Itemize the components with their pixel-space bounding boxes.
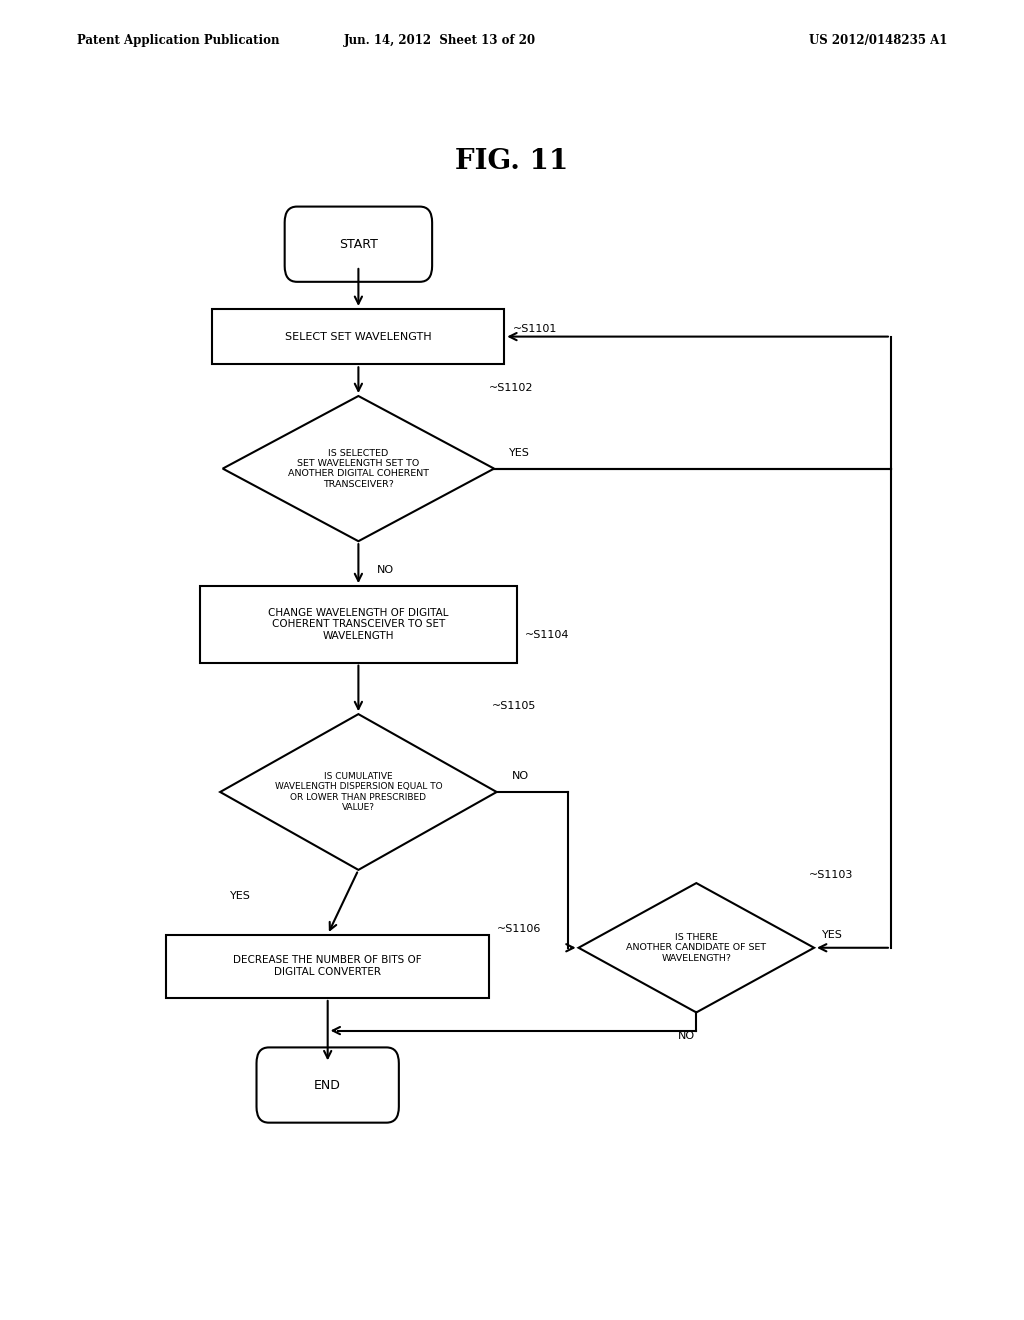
FancyBboxPatch shape	[256, 1048, 399, 1122]
Text: START: START	[339, 238, 378, 251]
Text: ~S1106: ~S1106	[498, 924, 542, 935]
Text: CHANGE WAVELENGTH OF DIGITAL
COHERENT TRANSCEIVER TO SET
WAVELENGTH: CHANGE WAVELENGTH OF DIGITAL COHERENT TR…	[268, 607, 449, 642]
Bar	[213, 309, 504, 364]
Text: END: END	[314, 1078, 341, 1092]
Text: NO: NO	[377, 565, 394, 576]
Text: NO: NO	[512, 771, 529, 781]
Text: ~S1102: ~S1102	[489, 383, 534, 393]
Bar	[166, 935, 489, 998]
Text: ~S1104: ~S1104	[525, 630, 569, 640]
Polygon shape	[579, 883, 814, 1012]
Bar	[200, 586, 517, 663]
Text: YES: YES	[822, 929, 843, 940]
Text: YES: YES	[230, 891, 251, 902]
Text: IS THERE
ANOTHER CANDIDATE OF SET
WAVELENGTH?: IS THERE ANOTHER CANDIDATE OF SET WAVELE…	[627, 933, 766, 962]
Text: YES: YES	[510, 447, 530, 458]
Text: IS CUMULATIVE
WAVELENGTH DISPERSION EQUAL TO
OR LOWER THAN PRESCRIBED
VALUE?: IS CUMULATIVE WAVELENGTH DISPERSION EQUA…	[274, 772, 442, 812]
Text: SELECT SET WAVELENGTH: SELECT SET WAVELENGTH	[285, 331, 432, 342]
FancyBboxPatch shape	[285, 206, 432, 281]
Text: US 2012/0148235 A1: US 2012/0148235 A1	[809, 34, 947, 48]
Text: FIG. 11: FIG. 11	[456, 148, 568, 174]
Polygon shape	[222, 396, 494, 541]
Text: Patent Application Publication: Patent Application Publication	[77, 34, 280, 48]
Text: Jun. 14, 2012  Sheet 13 of 20: Jun. 14, 2012 Sheet 13 of 20	[344, 34, 537, 48]
Text: DECREASE THE NUMBER OF BITS OF
DIGITAL CONVERTER: DECREASE THE NUMBER OF BITS OF DIGITAL C…	[233, 956, 422, 977]
Text: NO: NO	[678, 1031, 694, 1041]
Text: ~S1103: ~S1103	[809, 870, 853, 880]
Polygon shape	[220, 714, 497, 870]
Text: ~S1101: ~S1101	[512, 323, 557, 334]
Text: IS SELECTED
SET WAVELENGTH SET TO
ANOTHER DIGITAL COHERENT
TRANSCEIVER?: IS SELECTED SET WAVELENGTH SET TO ANOTHE…	[288, 449, 429, 488]
Text: ~S1105: ~S1105	[492, 701, 536, 711]
